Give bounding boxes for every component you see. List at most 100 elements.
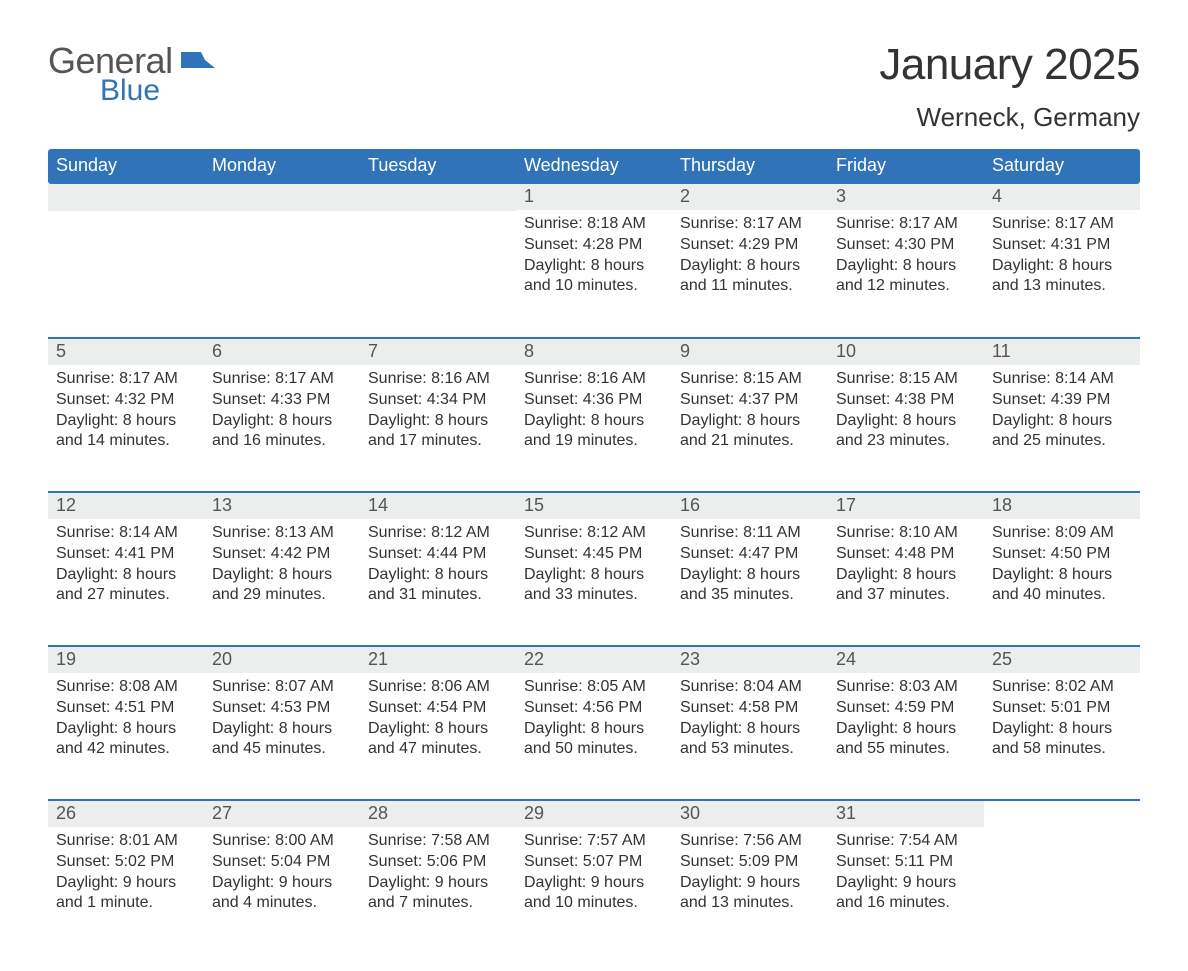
day-number: 1: [516, 184, 672, 210]
day-number: 25: [984, 647, 1140, 673]
day-body: Sunrise: 8:14 AMSunset: 4:41 PMDaylight:…: [48, 519, 204, 623]
day-sunrise: Sunrise: 8:17 AM: [56, 369, 196, 390]
day-sunrise: Sunrise: 7:54 AM: [836, 831, 976, 852]
day-body: Sunrise: 8:09 AMSunset: 4:50 PMDaylight:…: [984, 519, 1140, 623]
day-d1: Daylight: 8 hours: [836, 719, 976, 740]
day-number: 2: [672, 184, 828, 210]
day-body: Sunrise: 8:11 AMSunset: 4:47 PMDaylight:…: [672, 519, 828, 623]
day-sunset: Sunset: 4:32 PM: [56, 390, 196, 411]
day-d2: and 33 minutes.: [524, 585, 664, 606]
day-sunset: Sunset: 4:39 PM: [992, 390, 1132, 411]
day-number: 20: [204, 647, 360, 673]
day-body: Sunrise: 8:03 AMSunset: 4:59 PMDaylight:…: [828, 673, 984, 777]
day-d2: and 45 minutes.: [212, 739, 352, 760]
day-d2: and 25 minutes.: [992, 431, 1132, 452]
day-number: 22: [516, 647, 672, 673]
day-body: Sunrise: 8:06 AMSunset: 4:54 PMDaylight:…: [360, 673, 516, 777]
day-d2: and 13 minutes.: [680, 893, 820, 914]
day-sunset: Sunset: 4:54 PM: [368, 698, 508, 719]
day-d1: Daylight: 9 hours: [680, 873, 820, 894]
empty-day-number: [360, 184, 516, 211]
empty-day-number: [204, 184, 360, 211]
day-sunset: Sunset: 4:44 PM: [368, 544, 508, 565]
day-sunset: Sunset: 5:04 PM: [212, 852, 352, 873]
day-d2: and 1 minute.: [56, 893, 196, 914]
day-sunset: Sunset: 5:09 PM: [680, 852, 820, 873]
day-body: Sunrise: 8:05 AMSunset: 4:56 PMDaylight:…: [516, 673, 672, 777]
day-cell: 10Sunrise: 8:15 AMSunset: 4:38 PMDayligh…: [828, 339, 984, 469]
logo-blue: Blue: [100, 74, 173, 108]
day-body: Sunrise: 8:02 AMSunset: 5:01 PMDaylight:…: [984, 673, 1140, 777]
day-d2: and 42 minutes.: [56, 739, 196, 760]
day-d2: and 12 minutes.: [836, 276, 976, 297]
day-number: 11: [984, 339, 1140, 365]
day-d2: and 35 minutes.: [680, 585, 820, 606]
day-body: Sunrise: 8:01 AMSunset: 5:02 PMDaylight:…: [48, 827, 204, 931]
day-cell: [984, 801, 1140, 931]
day-d2: and 17 minutes.: [368, 431, 508, 452]
day-sunrise: Sunrise: 8:08 AM: [56, 677, 196, 698]
day-sunrise: Sunrise: 8:03 AM: [836, 677, 976, 698]
day-sunrise: Sunrise: 8:16 AM: [524, 369, 664, 390]
day-d2: and 29 minutes.: [212, 585, 352, 606]
day-cell: 1Sunrise: 8:18 AMSunset: 4:28 PMDaylight…: [516, 184, 672, 315]
day-sunrise: Sunrise: 8:17 AM: [212, 369, 352, 390]
day-sunset: Sunset: 4:37 PM: [680, 390, 820, 411]
day-sunrise: Sunrise: 7:58 AM: [368, 831, 508, 852]
day-cell: 27Sunrise: 8:00 AMSunset: 5:04 PMDayligh…: [204, 801, 360, 931]
day-sunset: Sunset: 4:34 PM: [368, 390, 508, 411]
day-d1: Daylight: 8 hours: [56, 565, 196, 586]
day-d1: Daylight: 8 hours: [992, 565, 1132, 586]
day-body: Sunrise: 8:07 AMSunset: 4:53 PMDaylight:…: [204, 673, 360, 777]
day-body-empty: [204, 211, 360, 315]
day-d2: and 13 minutes.: [992, 276, 1132, 297]
day-sunset: Sunset: 4:48 PM: [836, 544, 976, 565]
day-number: 26: [48, 801, 204, 827]
page-title: January 2025: [879, 40, 1140, 90]
day-d1: Daylight: 8 hours: [368, 719, 508, 740]
day-d1: Daylight: 8 hours: [212, 411, 352, 432]
day-d1: Daylight: 8 hours: [368, 411, 508, 432]
day-body: Sunrise: 8:08 AMSunset: 4:51 PMDaylight:…: [48, 673, 204, 777]
day-sunset: Sunset: 4:38 PM: [836, 390, 976, 411]
day-cell: 30Sunrise: 7:56 AMSunset: 5:09 PMDayligh…: [672, 801, 828, 931]
day-cell: 23Sunrise: 8:04 AMSunset: 4:58 PMDayligh…: [672, 647, 828, 777]
day-d2: and 11 minutes.: [680, 276, 820, 297]
day-d2: and 16 minutes.: [212, 431, 352, 452]
day-d2: and 23 minutes.: [836, 431, 976, 452]
day-cell: 31Sunrise: 7:54 AMSunset: 5:11 PMDayligh…: [828, 801, 984, 931]
page: General Blue January 2025 Werneck, Germa…: [0, 0, 1188, 971]
day-body: Sunrise: 8:16 AMSunset: 4:36 PMDaylight:…: [516, 365, 672, 469]
day-sunset: Sunset: 4:58 PM: [680, 698, 820, 719]
day-number: 16: [672, 493, 828, 519]
title-block: January 2025 Werneck, Germany: [879, 40, 1140, 133]
day-cell: 18Sunrise: 8:09 AMSunset: 4:50 PMDayligh…: [984, 493, 1140, 623]
day-sunrise: Sunrise: 8:15 AM: [680, 369, 820, 390]
week-row: 26Sunrise: 8:01 AMSunset: 5:02 PMDayligh…: [48, 799, 1140, 931]
day-cell: 24Sunrise: 8:03 AMSunset: 4:59 PMDayligh…: [828, 647, 984, 777]
day-sunrise: Sunrise: 8:06 AM: [368, 677, 508, 698]
day-sunset: Sunset: 4:42 PM: [212, 544, 352, 565]
day-body-empty: [48, 211, 204, 315]
day-d1: Daylight: 8 hours: [992, 411, 1132, 432]
dow-cell: Saturday: [984, 149, 1140, 184]
day-cell: 20Sunrise: 8:07 AMSunset: 4:53 PMDayligh…: [204, 647, 360, 777]
day-body: Sunrise: 8:10 AMSunset: 4:48 PMDaylight:…: [828, 519, 984, 623]
day-number: 23: [672, 647, 828, 673]
day-sunrise: Sunrise: 8:17 AM: [992, 214, 1132, 235]
day-body: Sunrise: 8:12 AMSunset: 4:45 PMDaylight:…: [516, 519, 672, 623]
header: General Blue January 2025 Werneck, Germa…: [48, 40, 1140, 133]
day-number: 10: [828, 339, 984, 365]
day-sunset: Sunset: 5:11 PM: [836, 852, 976, 873]
flag-icon: [181, 48, 215, 77]
day-d1: Daylight: 8 hours: [524, 256, 664, 277]
day-sunset: Sunset: 4:31 PM: [992, 235, 1132, 256]
day-d2: and 10 minutes.: [524, 893, 664, 914]
day-body: Sunrise: 8:14 AMSunset: 4:39 PMDaylight:…: [984, 365, 1140, 469]
day-body: Sunrise: 8:15 AMSunset: 4:38 PMDaylight:…: [828, 365, 984, 469]
day-sunset: Sunset: 5:07 PM: [524, 852, 664, 873]
day-cell: 9Sunrise: 8:15 AMSunset: 4:37 PMDaylight…: [672, 339, 828, 469]
day-d1: Daylight: 8 hours: [368, 565, 508, 586]
day-sunrise: Sunrise: 7:56 AM: [680, 831, 820, 852]
dow-cell: Wednesday: [516, 149, 672, 184]
